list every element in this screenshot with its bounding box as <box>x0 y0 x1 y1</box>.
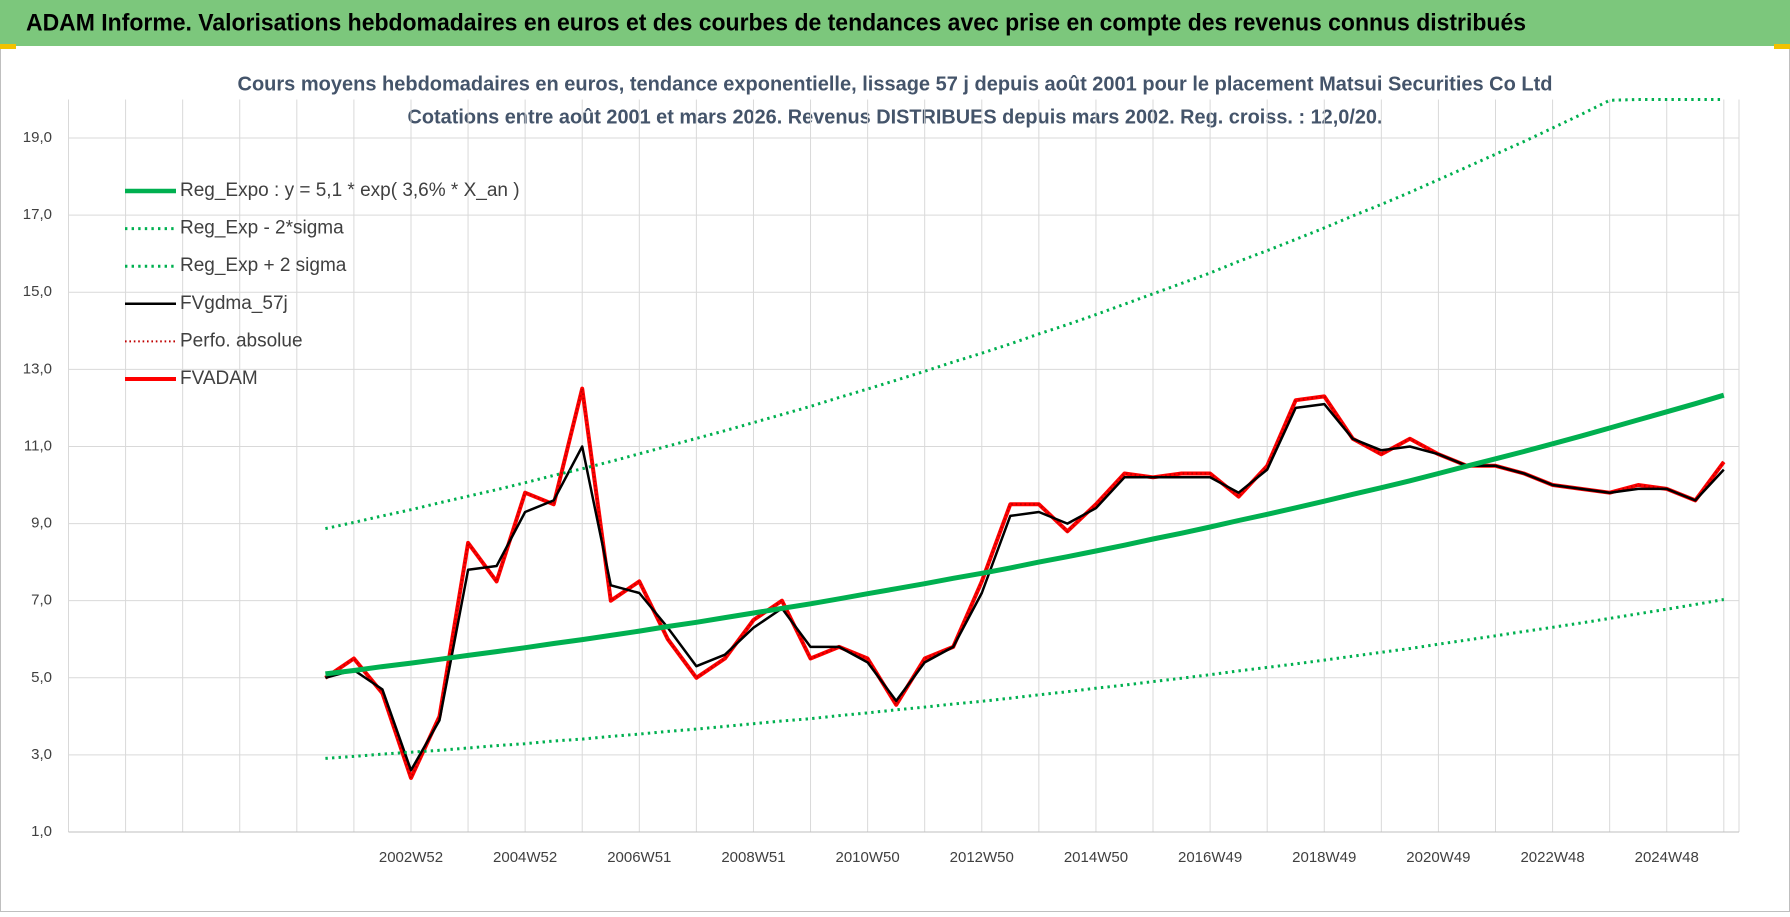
y-tick-label: 9,0 <box>31 515 52 532</box>
chart-title: Cours moyens hebdomadaires en euros, ten… <box>238 73 1553 95</box>
x-tick-label: 2012W50 <box>950 849 1014 866</box>
legend-label: FVADAM <box>180 368 258 389</box>
x-tick-label: 2006W51 <box>607 849 671 866</box>
legend-label: Reg_Exp - 2*sigma <box>180 218 344 239</box>
corner-mark <box>1774 44 1790 49</box>
y-tick-label: 19,0 <box>23 129 52 146</box>
y-tick-label: 11,0 <box>24 437 52 454</box>
x-tick-label: 2008W51 <box>721 849 785 866</box>
header-title: ADAM Informe. Valorisations hebdomadaire… <box>26 9 1526 36</box>
header-bar <box>0 0 1790 46</box>
x-tick-label: 2020W49 <box>1406 849 1470 866</box>
x-tick-label: 2016W49 <box>1178 849 1242 866</box>
x-tick-label: 2018W49 <box>1292 849 1356 866</box>
legend-label: FVgdma_57j <box>180 293 288 314</box>
y-tick-label: 17,0 <box>23 206 52 223</box>
y-tick-label: 3,0 <box>31 746 52 763</box>
legend-label: Reg_Exp + 2 sigma <box>180 255 347 276</box>
series-line <box>325 98 1724 531</box>
series-line <box>325 392 1725 677</box>
y-tick-label: 7,0 <box>31 592 52 609</box>
x-tick-label: 2010W50 <box>836 849 900 866</box>
chart-subtitle: Cotations entre août 2001 et mars 2026. … <box>408 106 1383 128</box>
y-tick-label: 13,0 <box>23 360 52 377</box>
x-tick-label: 2014W50 <box>1064 849 1128 866</box>
y-tick-label: 15,0 <box>23 283 52 300</box>
y-tick-label: 5,0 <box>31 669 52 686</box>
legend-label: Perfo. absolue <box>180 330 303 351</box>
x-tick-label: 2022W48 <box>1520 849 1584 866</box>
series-line <box>325 402 1725 772</box>
x-tick-label: 2024W48 <box>1635 849 1699 866</box>
y-tick-label: 1,0 <box>31 823 52 840</box>
corner-mark <box>0 44 16 49</box>
x-tick-label: 2004W52 <box>493 849 557 866</box>
legend-label: Reg_Expo : y = 5,1 * exp( 3,6% * X_an ) <box>180 180 520 201</box>
x-tick-label: 2002W52 <box>379 849 443 866</box>
